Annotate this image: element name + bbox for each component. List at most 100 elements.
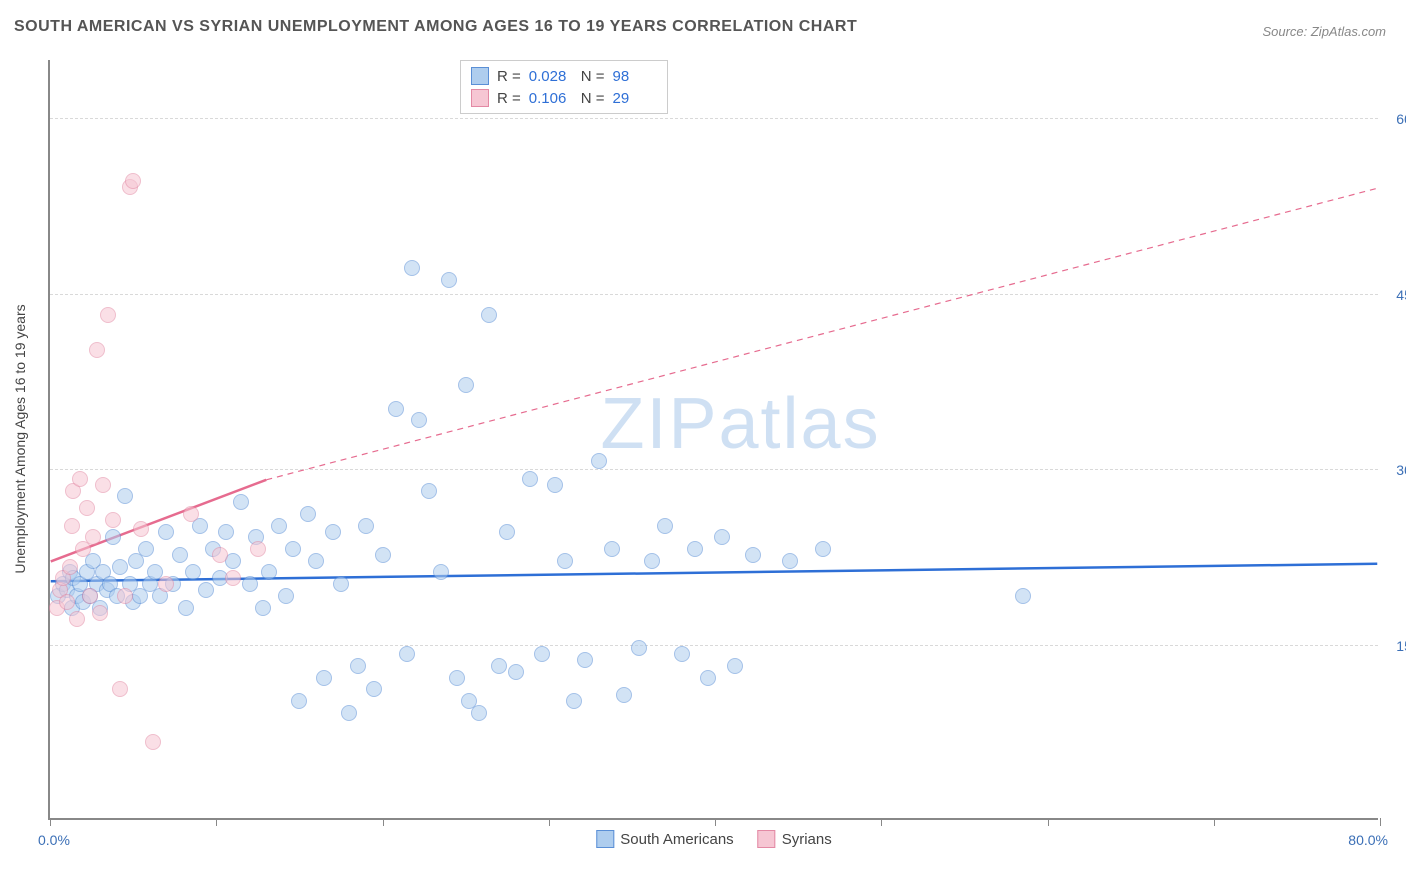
scatter-point: [212, 547, 228, 563]
x-tick: [881, 818, 882, 826]
scatter-point: [62, 559, 78, 575]
scatter-point: [1015, 588, 1031, 604]
scatter-point: [158, 576, 174, 592]
legend-label: Syrians: [782, 831, 832, 848]
stat-n-label: N =: [581, 90, 605, 107]
scatter-point: [100, 307, 116, 323]
legend-swatch: [471, 89, 489, 107]
scatter-point: [316, 670, 332, 686]
stat-n-label: N =: [581, 68, 605, 85]
scatter-point: [815, 541, 831, 557]
scatter-point: [411, 412, 427, 428]
scatter-point: [291, 693, 307, 709]
stats-row: R =0.106N =29: [471, 87, 657, 109]
scatter-point: [508, 664, 524, 680]
trend-line: [266, 188, 1377, 480]
scatter-point: [591, 453, 607, 469]
scatter-point: [557, 553, 573, 569]
scatter-point: [366, 681, 382, 697]
scatter-point: [308, 553, 324, 569]
trend-lines: [50, 60, 1378, 818]
scatter-point: [138, 541, 154, 557]
x-tick: [383, 818, 384, 826]
legend-label: South Americans: [620, 831, 733, 848]
scatter-point: [481, 307, 497, 323]
scatter-point: [441, 272, 457, 288]
scatter-point: [59, 594, 75, 610]
x-tick: [549, 818, 550, 826]
scatter-point: [261, 564, 277, 580]
legend-swatch: [596, 830, 614, 848]
scatter-point: [172, 547, 188, 563]
scatter-point: [85, 529, 101, 545]
scatter-point: [714, 529, 730, 545]
scatter-point: [631, 640, 647, 656]
scatter-point: [225, 570, 241, 586]
x-tick: [1048, 818, 1049, 826]
legend-item: Syrians: [758, 830, 832, 848]
scatter-point: [255, 600, 271, 616]
scatter-point: [433, 564, 449, 580]
scatter-point: [577, 652, 593, 668]
gridline: 30.0%: [50, 469, 1378, 470]
gridline: 60.0%: [50, 118, 1378, 119]
scatter-point: [333, 576, 349, 592]
scatter-point: [522, 471, 538, 487]
gridline: 45.0%: [50, 294, 1378, 295]
scatter-point: [117, 588, 133, 604]
source-label: Source: ZipAtlas.com: [1262, 24, 1386, 39]
stats-box: R =0.028N =98R =0.106N =29: [460, 60, 668, 114]
scatter-point: [285, 541, 301, 557]
scatter-point: [604, 541, 620, 557]
scatter-point: [375, 547, 391, 563]
x-axis-max-label: 80.0%: [1348, 832, 1388, 848]
scatter-point: [700, 670, 716, 686]
scatter-point: [185, 564, 201, 580]
stats-row: R = 0.028 N = 98: [471, 65, 657, 87]
scatter-point: [158, 524, 174, 540]
scatter-point: [404, 260, 420, 276]
y-tick-label: 15.0%: [1396, 638, 1406, 654]
plot-area: Unemployment Among Ages 16 to 19 years Z…: [48, 60, 1378, 820]
scatter-point: [218, 524, 234, 540]
stat-r-label: R =: [497, 68, 521, 85]
scatter-point: [95, 477, 111, 493]
scatter-point: [69, 611, 85, 627]
scatter-point: [79, 500, 95, 516]
y-tick-label: 60.0%: [1396, 111, 1406, 127]
scatter-point: [145, 734, 161, 750]
scatter-point: [341, 705, 357, 721]
scatter-point: [117, 488, 133, 504]
scatter-point: [547, 477, 563, 493]
scatter-point: [125, 173, 141, 189]
scatter-point: [82, 588, 98, 604]
legend-item: South Americans: [596, 830, 733, 848]
scatter-point: [399, 646, 415, 662]
scatter-point: [350, 658, 366, 674]
scatter-point: [64, 518, 80, 534]
stat-n-value: 29: [613, 90, 657, 107]
scatter-point: [92, 605, 108, 621]
scatter-point: [458, 377, 474, 393]
gridline: 15.0%: [50, 645, 1378, 646]
scatter-point: [72, 471, 88, 487]
scatter-point: [89, 342, 105, 358]
scatter-point: [233, 494, 249, 510]
stat-r-value: 0.028: [529, 68, 573, 85]
scatter-point: [421, 483, 437, 499]
stat-r-label: R =: [497, 90, 521, 107]
scatter-point: [133, 521, 149, 537]
scatter-point: [388, 401, 404, 417]
scatter-point: [250, 541, 266, 557]
y-tick-label: 45.0%: [1396, 287, 1406, 303]
scatter-point: [657, 518, 673, 534]
chart-title: SOUTH AMERICAN VS SYRIAN UNEMPLOYMENT AM…: [14, 18, 857, 36]
x-tick: [1214, 818, 1215, 826]
y-tick-label: 30.0%: [1396, 462, 1406, 478]
stat-n-value: 98: [613, 68, 657, 85]
legend-swatch: [758, 830, 776, 848]
scatter-point: [112, 559, 128, 575]
x-tick: [216, 818, 217, 826]
scatter-point: [616, 687, 632, 703]
bottom-legend: South Americans Syrians: [596, 830, 831, 848]
